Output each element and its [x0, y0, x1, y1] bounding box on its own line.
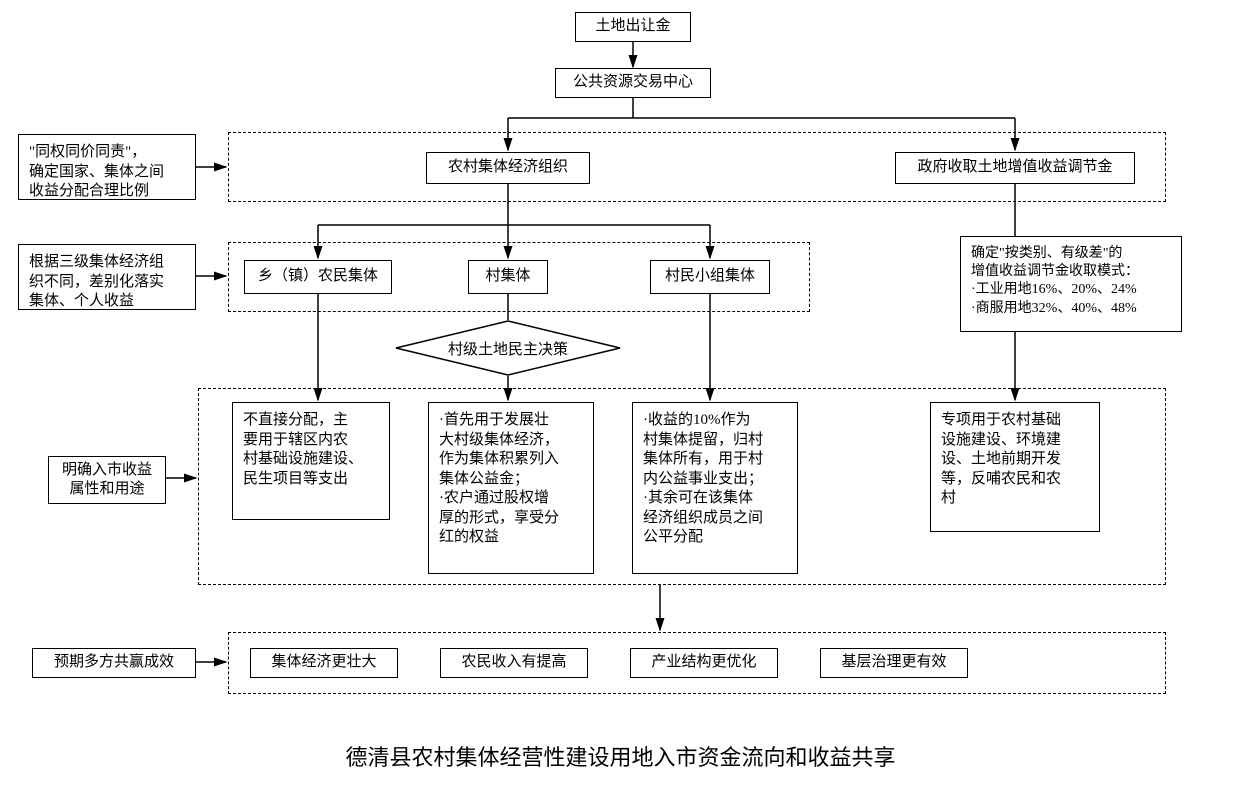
node-label: 政府收取土地增值收益调节金: [917, 158, 1112, 178]
node-label: 明确入市收益 属性和用途: [62, 461, 152, 500]
node-land-transfer-fee: 土地出让金: [575, 12, 691, 42]
node-label: ·首先用于发展壮 大村级集体经济， 作为集体积累列入 集体公益金； ·农户通过股…: [439, 411, 559, 548]
node-rate-mode-note: 确定"按类别、有级差"的 增值收益调节金收取模式： ·工业用地16%、20%、2…: [960, 236, 1182, 332]
node-label: 产业结构更优化: [651, 653, 756, 673]
node-democratic-decision: 村级土地民主决策: [395, 320, 621, 376]
node-label: ·收益的10%作为 村集体提留，归村 集体所有，用于村 内公益事业支出； ·其余…: [643, 411, 763, 548]
node-result-1: 集体经济更壮大: [250, 648, 398, 678]
node-villager-group-collective: 村民小组集体: [650, 260, 770, 294]
node-result-4: 基层治理更有效: [820, 648, 968, 678]
node-label: 村民小组集体: [665, 267, 755, 287]
node-public-resource-center: 公共资源交易中心: [555, 68, 711, 98]
node-rural-collective-org: 农村集体经济组织: [426, 152, 590, 184]
node-gov-value-added-fund: 政府收取土地增值收益调节金: [895, 152, 1135, 184]
node-label: 村集体: [485, 267, 530, 287]
node-label: 集体经济更壮大: [271, 653, 376, 673]
node-label: 农村集体经济组织: [448, 158, 568, 178]
node-township-collective: 乡（镇）农民集体: [244, 260, 392, 294]
node-label: 基层治理更有效: [841, 653, 946, 673]
node-result-2: 农民收入有提高: [440, 648, 588, 678]
node-result-3: 产业结构更优化: [630, 648, 778, 678]
node-label: 土地出让金: [595, 17, 670, 37]
node-label: "同权同价同责"， 确定国家、集体之间 收益分配合理比例: [29, 143, 164, 202]
side-note-1: "同权同价同责"， 确定国家、集体之间 收益分配合理比例: [18, 134, 196, 200]
node-detail-4: 专项用于农村基础 设施建设、环境建 设、土地前期开发 等，反哺农民和农 村: [930, 402, 1100, 532]
node-label: 确定"按类别、有级差"的 增值收益调节金收取模式： ·工业用地16%、20%、2…: [971, 245, 1139, 318]
node-detail-2: ·首先用于发展壮 大村级集体经济， 作为集体积累列入 集体公益金； ·农户通过股…: [428, 402, 594, 574]
node-detail-3: ·收益的10%作为 村集体提留，归村 集体所有，用于村 内公益事业支出； ·其余…: [632, 402, 798, 574]
node-detail-1: 不直接分配，主 要用于辖区内农 村基础设施建设、 民生项目等支出: [232, 402, 390, 520]
node-label: 根据三级集体经济组 织不同，差别化落实 集体、个人收益: [29, 253, 164, 312]
node-label: 公共资源交易中心: [573, 73, 693, 93]
node-label: 不直接分配，主 要用于辖区内农 村基础设施建设、 民生项目等支出: [243, 411, 363, 489]
side-note-3: 明确入市收益 属性和用途: [48, 456, 166, 504]
node-label: 农民收入有提高: [461, 653, 566, 673]
node-label: 专项用于农村基础 设施建设、环境建 设、土地前期开发 等，反哺农民和农 村: [941, 411, 1061, 509]
node-label: 乡（镇）农民集体: [258, 267, 378, 287]
node-label: 预期多方共赢成效: [54, 653, 174, 673]
caption-text: 德清县农村集体经营性建设用地入市资金流向和收益共享: [345, 745, 895, 770]
figure-caption: 德清县农村集体经营性建设用地入市资金流向和收益共享: [0, 740, 1241, 772]
node-village-collective: 村集体: [468, 260, 548, 294]
node-label: 村级土地民主决策: [448, 338, 568, 359]
side-note-2: 根据三级集体经济组 织不同，差别化落实 集体、个人收益: [18, 244, 196, 310]
side-note-4: 预期多方共赢成效: [32, 648, 196, 678]
